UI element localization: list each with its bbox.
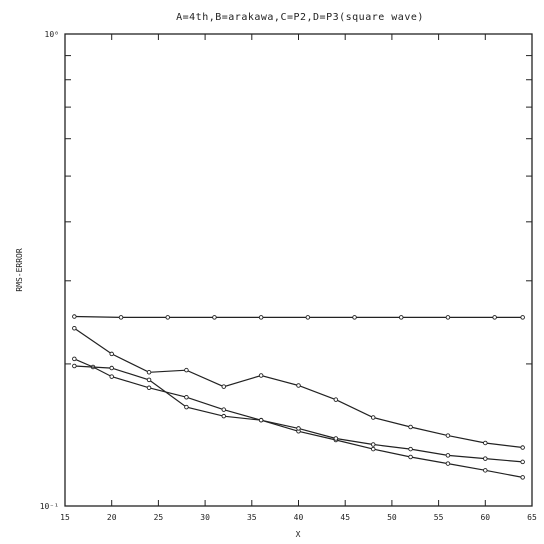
y-tick-label: 10⁻¹	[40, 502, 59, 511]
data-point	[371, 443, 375, 447]
data-point	[119, 316, 123, 320]
data-point	[297, 384, 301, 388]
data-point	[297, 427, 301, 431]
data-point	[213, 316, 217, 320]
data-point	[166, 316, 170, 320]
y-tick-label: 10⁰	[45, 30, 59, 39]
x-tick-label: 65	[527, 513, 537, 522]
series-line	[74, 317, 522, 318]
data-point	[110, 352, 114, 356]
data-point	[73, 357, 77, 361]
x-tick-label: 30	[200, 513, 210, 522]
x-tick-label: 45	[340, 513, 350, 522]
x-tick-label: 20	[107, 513, 117, 522]
data-point	[73, 326, 77, 330]
data-point	[409, 455, 413, 459]
data-point	[147, 386, 151, 390]
x-tick-label: 60	[480, 513, 490, 522]
x-tick-label: 55	[434, 513, 444, 522]
data-point	[521, 476, 525, 480]
x-tick-label: 25	[154, 513, 164, 522]
x-tick-label: 50	[387, 513, 397, 522]
data-point	[185, 405, 189, 409]
x-tick-label: 15	[60, 513, 70, 522]
data-point	[353, 316, 357, 320]
data-point	[409, 447, 413, 451]
series-group	[73, 315, 525, 479]
data-point	[446, 462, 450, 466]
data-point	[399, 316, 403, 320]
data-point	[521, 446, 525, 450]
data-point	[484, 441, 488, 445]
data-point	[521, 460, 525, 464]
data-point	[222, 414, 226, 418]
data-point	[185, 368, 189, 372]
data-point	[222, 408, 226, 412]
data-point	[110, 366, 114, 370]
data-point	[222, 385, 226, 389]
data-point	[446, 454, 450, 458]
x-tick-label: 40	[294, 513, 304, 522]
data-point	[147, 370, 151, 374]
data-point	[446, 434, 450, 438]
data-point	[409, 425, 413, 429]
series-line	[74, 359, 522, 478]
data-point	[110, 375, 114, 379]
data-point	[521, 316, 525, 320]
data-point	[259, 374, 263, 378]
x-axis-label: X	[296, 530, 301, 539]
data-point	[73, 315, 77, 319]
data-point	[371, 447, 375, 451]
series-line	[74, 366, 522, 462]
data-point	[493, 316, 497, 320]
x-axis: 15 20 25 30 35 40 45 50 55 60 65	[60, 34, 537, 522]
data-point	[185, 395, 189, 399]
plot-frame	[65, 34, 532, 506]
data-point	[334, 398, 338, 402]
data-point	[371, 416, 375, 420]
data-point	[484, 457, 488, 461]
x-tick-label: 35	[247, 513, 257, 522]
y-axis-label: RMS-ERROR	[15, 248, 24, 292]
chart-title: A=4th,B=arakawa,C=P2,D=P3(square wave)	[176, 12, 424, 23]
data-point	[259, 418, 263, 422]
data-point	[446, 316, 450, 320]
data-point	[147, 378, 151, 382]
data-point	[259, 316, 263, 320]
data-point	[73, 364, 77, 368]
data-point	[484, 469, 488, 473]
data-point	[306, 316, 310, 320]
y-axis: 10⁻¹ 10⁰	[40, 30, 532, 511]
data-point	[334, 437, 338, 441]
